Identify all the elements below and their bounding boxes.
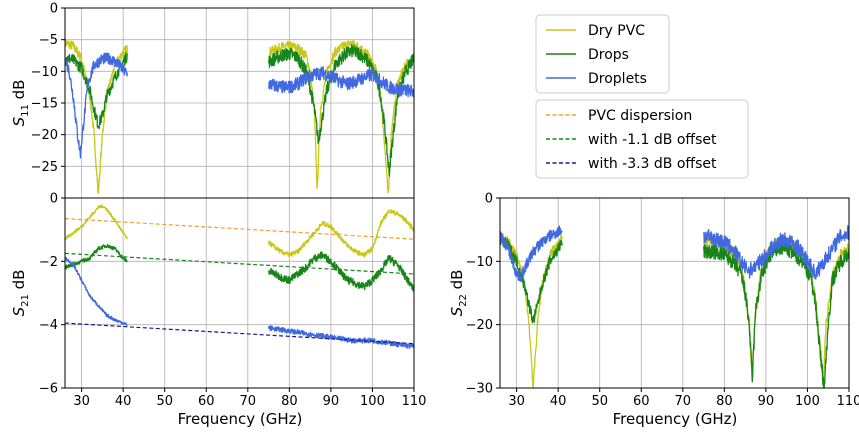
s21-plot-area: [65, 198, 414, 388]
s11-ytick-label-1: −5: [39, 33, 58, 48]
s22-ytick-label-2: −20: [466, 318, 493, 333]
s21-xtick-label-1: 40: [115, 394, 132, 409]
s21-ytick-label-2: −4: [39, 318, 58, 333]
s21-xtick-label-6: 90: [323, 394, 340, 409]
legend-models-box: [535, 99, 749, 179]
s11-ytick-label-2: −10: [31, 65, 58, 80]
s22-xtick-label-7: 100: [795, 394, 820, 409]
s21-xtick-label-7: 100: [360, 394, 385, 409]
s21-series-pvc-dispersion-6: [65, 218, 414, 240]
s22-ylabel: S22 dB: [448, 270, 469, 317]
s21-ytick-label-1: −2: [39, 255, 58, 270]
legend1-label-1: Drops: [588, 47, 629, 63]
s22-series-droplets-5: [703, 225, 849, 280]
s22-ticks: 0 −10 −20 −30 30 40 50 60 70 80 90 100 110: [466, 192, 859, 410]
s11-series-droplets-4: [65, 52, 128, 159]
s22-frame: [499, 197, 850, 389]
s22-xtick-label-5: 80: [716, 394, 733, 409]
legend-models: PVC dispersion with -1.1 dB offset with -3…: [535, 99, 749, 179]
s22-xtick-label-8: 110: [837, 394, 859, 409]
s22-xtick-label-4: 70: [675, 394, 692, 409]
s11-ytick-label-5: −25: [31, 160, 58, 175]
s22-xlabel: Frequency (GHz): [613, 410, 738, 428]
s11-series-droplets-5: [267, 66, 414, 98]
s21-series-droplets-5: [267, 325, 414, 349]
s21-xtick-label-2: 50: [156, 394, 173, 409]
legend1-label-2: Droplets: [588, 71, 647, 87]
s11-plot-area: [65, 8, 414, 198]
s22-series-drops-2: [500, 234, 563, 324]
s22-xtick-label-6: 90: [758, 394, 775, 409]
legend2-label-0: PVC dispersion: [588, 108, 692, 124]
s11-ticks: 0 −5 −10 −15 −20 −25: [31, 2, 65, 175]
s11-ytick-label-3: −15: [31, 97, 58, 112]
s22-xtick-label-3: 60: [633, 394, 650, 409]
legend2-label-1: with -1.1 dB offset: [588, 132, 717, 148]
s11-ytick-label-4: −20: [31, 128, 58, 143]
legend1-label-0: Dry PVC: [588, 23, 645, 39]
s21-series-dry-pvc-0: [65, 204, 128, 241]
s11-series-drops-2: [65, 52, 128, 130]
s11-series-drops-3: [267, 44, 414, 177]
legend-measurements: Dry PVC Drops Droplets: [535, 14, 670, 94]
s21-series-dry-pvc-1: [267, 208, 414, 258]
s11-ytick-label-0: 0: [50, 2, 58, 17]
s21-xlabel: Frequency (GHz): [178, 410, 303, 428]
s21-series-droplets-4: [65, 256, 128, 326]
s21-ylabel: S21 dB: [10, 270, 31, 317]
s22-xtick-label-0: 30: [508, 394, 525, 409]
s21-ytick-label-0: 0: [50, 192, 58, 207]
s11-panel: 0 −5 −10 −15 −20 −25 S11 dB: [10, 2, 415, 199]
s21-ytick-label-3: −6: [39, 382, 58, 397]
s21-series-drops-3: [268, 251, 414, 292]
s22-xtick-label-1: 40: [550, 394, 567, 409]
s21-xtick-label-0: 30: [73, 394, 90, 409]
s21-xtick-label-8: 110: [402, 394, 427, 409]
s21-frame: [64, 197, 415, 389]
s22-plot-area: [500, 198, 849, 388]
s22-xtick-label-2: 50: [591, 394, 608, 409]
s21-series-with-1-1-db-offset-7: [65, 252, 414, 275]
s21-xtick-label-5: 80: [281, 394, 298, 409]
s21-xtick-label-3: 60: [198, 394, 215, 409]
s21-ticks: 0 −2 −4 −6 30 40 50 60 70 80 90 100 110: [39, 192, 427, 410]
s22-ytick-label-1: −10: [466, 255, 493, 270]
s22-ytick-label-3: −30: [466, 382, 493, 397]
s22-series-drops-3: [702, 240, 849, 388]
s22-series-droplets-4: [500, 225, 563, 282]
s21-xtick-label-4: 70: [240, 394, 257, 409]
s22-panel: 0 −10 −20 −30 30 40 50 60 70 80 90 100 110 S22 dB Fr…: [448, 192, 859, 429]
legend-measurements-box: [535, 14, 670, 94]
s21-panel: 0 −2 −4 −6 30 40 50 60 70 80 90 100 110 S21 dB Frequ…: [10, 192, 426, 429]
legend2-label-2: with -3.3 dB offset: [588, 156, 717, 172]
s21-series-drops-2: [65, 243, 128, 270]
s22-ytick-label-0: 0: [485, 192, 493, 207]
s11-ylabel: S11 dB: [10, 80, 31, 127]
